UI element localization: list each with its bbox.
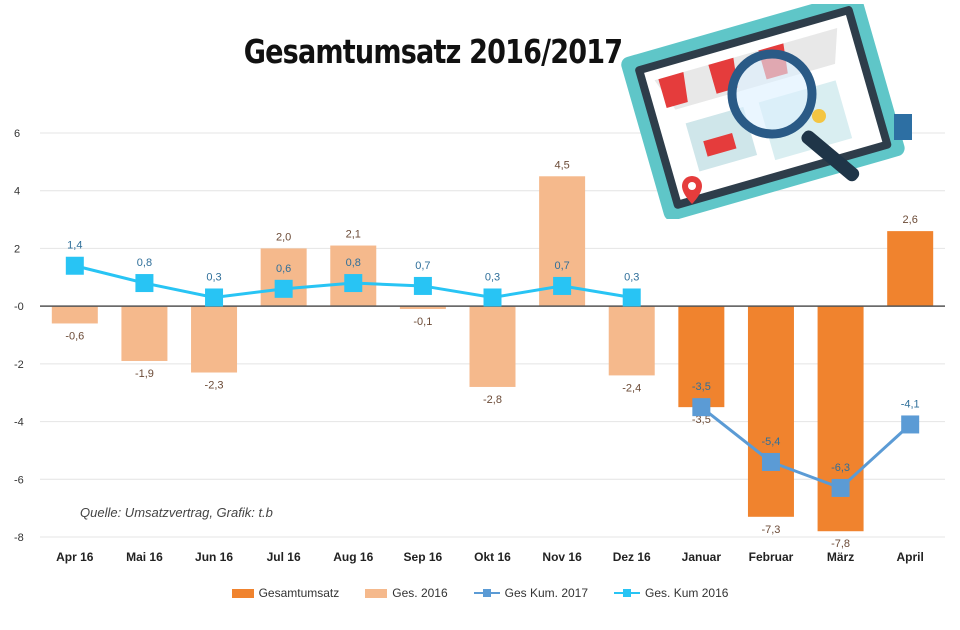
y-tick-label: -6 (14, 474, 24, 486)
line-data-label: 0,8 (346, 257, 361, 269)
bar-data-label: -2,4 (622, 382, 641, 394)
bar-data-label: 2,6 (903, 214, 918, 226)
bar (678, 306, 725, 408)
bar-data-label: 4,5 (554, 159, 569, 171)
line-marker (135, 274, 154, 293)
line-data-label: 0,3 (624, 271, 639, 283)
y-tick-label: 6 (14, 128, 20, 140)
legend: Gesamtumsatz Ges. 2016 Ges Kum. 2017 Ges. K… (0, 586, 960, 600)
line-data-label: 0,8 (137, 257, 152, 269)
bar (399, 306, 446, 310)
bar-data-label: -0,6 (65, 330, 84, 342)
line-data-label: -3,5 (692, 381, 711, 393)
bar (817, 306, 864, 532)
bar (887, 231, 934, 307)
line-data-label: -5,4 (761, 436, 780, 448)
line-marker (622, 288, 641, 307)
legend-item: Ges Kum. 2017 (473, 586, 589, 600)
bar (747, 306, 794, 517)
x-tick-label: März (827, 550, 854, 564)
bar-data-label: 2,1 (346, 229, 361, 241)
x-tick-label: Apr 16 (56, 550, 94, 564)
legend-swatch (473, 587, 500, 599)
legend-label: Ges. Kum 2016 (645, 586, 729, 600)
series-line (700, 405, 912, 490)
line-data-label: -6,3 (831, 462, 850, 474)
line-data-label: 0,3 (485, 271, 500, 283)
line-marker (901, 415, 920, 434)
line-marker (65, 256, 84, 275)
line-marker (483, 288, 502, 307)
bar (469, 306, 516, 387)
line-data-label: 0,7 (554, 260, 569, 272)
bar-data-label: -0,1 (413, 316, 432, 328)
x-tick-label: Okt 16 (474, 550, 511, 564)
legend-label: Ges. 2016 (392, 586, 448, 600)
line-marker (205, 288, 224, 307)
bar (121, 306, 168, 361)
bar-data-label: -7,8 (831, 538, 850, 550)
x-tick-label: Jun 16 (195, 550, 233, 564)
legend-item: Gesamtumsatz (231, 586, 340, 600)
x-tick-label: Februar (749, 550, 794, 564)
y-tick-label: -0 (14, 301, 24, 313)
bar-data-label: 2,0 (276, 231, 291, 243)
line-marker (692, 398, 711, 417)
y-tick-label: 2 (14, 243, 20, 255)
bar-data-label: -2,3 (205, 380, 224, 392)
line-data-label: -4,1 (901, 398, 920, 410)
source-note: Quelle: Umsatzvertrag, Grafik: t.b (80, 505, 273, 520)
legend-item: Ges. Kum 2016 (614, 586, 728, 600)
x-tick-label: April (897, 550, 924, 564)
shop-magnifier-illustration (621, 4, 912, 219)
bar (191, 306, 238, 373)
x-tick-label: Jul 16 (267, 550, 301, 564)
y-tick-label: -8 (14, 532, 24, 544)
y-tick-label: -2 (14, 359, 24, 371)
chart-title: Gesamtumsatz 2016/2017 (243, 32, 623, 71)
x-tick-label: Januar (682, 550, 722, 564)
y-tick-label: -4 (14, 417, 24, 429)
bar-data-label: -3,5 (692, 414, 711, 426)
bar-data-label: -1,9 (135, 368, 154, 380)
x-tick-label: Sep 16 (404, 550, 443, 564)
line-marker (831, 478, 850, 497)
y-tick-label: 4 (14, 186, 20, 198)
legend-label: Gesamtumsatz (258, 586, 340, 600)
x-tick-label: Mai 16 (126, 550, 163, 564)
x-tick-label: Aug 16 (333, 550, 373, 564)
bar-data-label: -2,8 (483, 394, 502, 406)
legend-swatch (614, 587, 641, 599)
legend-swatch (365, 588, 388, 598)
line-data-label: 1,4 (67, 240, 82, 252)
line-marker (761, 452, 780, 471)
legend-swatch (231, 588, 254, 598)
line-data-label: 0,3 (206, 271, 221, 283)
line-data-label: 0,7 (415, 260, 430, 272)
legend-label: Ges Kum. 2017 (504, 586, 589, 600)
legend-item: Ges. 2016 (365, 586, 448, 600)
x-tick-label: Dez 16 (613, 550, 651, 564)
bar (51, 306, 98, 324)
line-marker (344, 274, 363, 293)
bar (608, 306, 655, 376)
line-marker (413, 276, 432, 295)
line-marker (274, 279, 293, 298)
line-data-label: 0,6 (276, 263, 291, 275)
x-tick-label: Nov 16 (542, 550, 582, 564)
line-marker (553, 276, 572, 295)
bar-data-label: -7,3 (761, 524, 780, 536)
